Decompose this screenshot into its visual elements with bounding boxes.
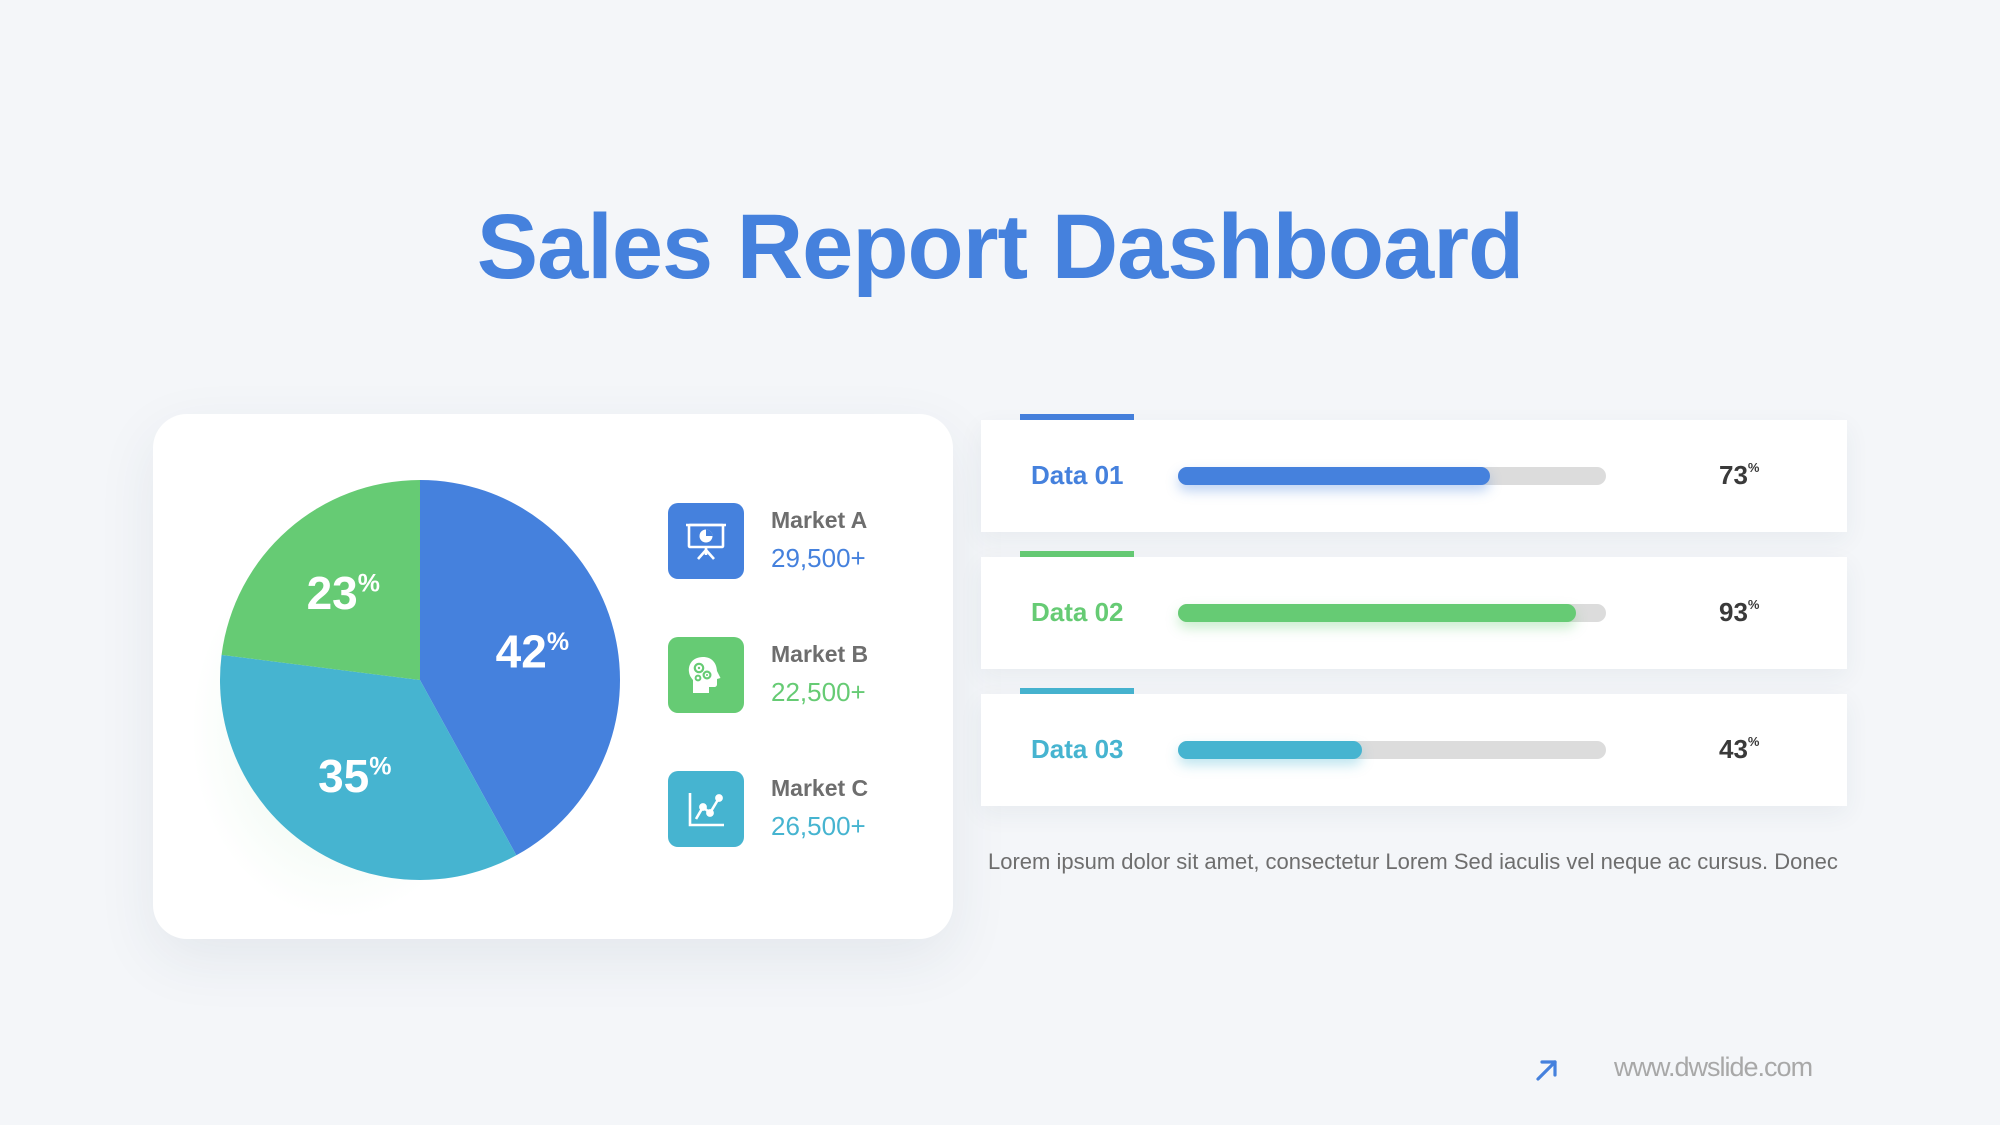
footer-url[interactable]: www.dwslide.com [1614, 1052, 1813, 1082]
bar-percent: 73% [1719, 460, 1760, 490]
legend-value: 29,500+ [771, 543, 866, 573]
legend-name: Market A [771, 507, 868, 533]
bar-card-data-03: Data 03 43% [981, 694, 1847, 806]
bar-fill [1178, 604, 1577, 622]
page-title: Sales Report Dashboard [476, 196, 1525, 298]
description-text: Lorem ipsum dolor sit amet, consectetur … [988, 849, 1838, 874]
line-chart-icon [668, 771, 744, 847]
bar-fill [1178, 741, 1363, 759]
bar-accent-data-02 [1020, 551, 1134, 562]
pie-label: 35% [318, 750, 391, 802]
bar-percent: 93% [1719, 597, 1760, 627]
presentation-chart-icon [668, 503, 744, 579]
legend-item-market-c: Market C 26,500+ [668, 771, 948, 851]
pie-slice-market-a [420, 480, 620, 856]
arrow-up-right-icon [1536, 1060, 1557, 1081]
pie-slice-market-c [219, 654, 517, 880]
bar-track [1178, 604, 1606, 622]
bar-fill [1178, 467, 1491, 485]
pie-label: 42% [496, 625, 569, 677]
bar-accent-data-03 [1020, 688, 1134, 699]
bar-card-data-02: Data 02 93% [981, 557, 1847, 669]
head-gears-icon [668, 637, 744, 713]
legend-item-market-b: Market B 22,500+ [668, 637, 948, 717]
bar-track [1178, 741, 1606, 759]
bar-card-data-01: Data 01 73% [981, 420, 1847, 532]
bar-percent: 43% [1719, 734, 1760, 764]
pie-slice-market-b [221, 480, 420, 680]
legend-name: Market C [771, 775, 869, 801]
legend-name: Market B [771, 641, 869, 667]
bar-label: Data 01 [1031, 460, 1124, 490]
pie-label: 23% [307, 567, 380, 619]
pie-chart: 42% 35% 23% [219, 480, 620, 880]
bar-track [1178, 467, 1606, 485]
legend-value: 22,500+ [771, 677, 866, 707]
legend-value: 26,500+ [771, 811, 866, 841]
bar-label: Data 02 [1031, 597, 1124, 627]
legend-item-market-a: Market A 29,500+ [668, 503, 948, 583]
bar-accent-data-01 [1020, 414, 1134, 425]
bar-label: Data 03 [1031, 734, 1124, 764]
